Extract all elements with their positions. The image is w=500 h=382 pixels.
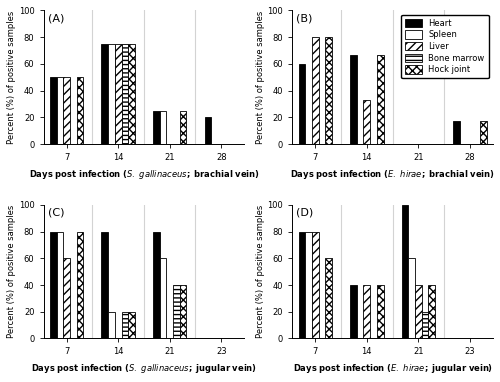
X-axis label: $\bf{Days\ post\ infection\ (}$$\it{S.\ gallinaceus}$$\bf{;\ jugular\ vein)}$: $\bf{Days\ post\ infection\ (}$$\it{S.\ … xyxy=(31,362,257,375)
X-axis label: $\bf{Days\ post\ infection\ (}$$\it{E.\ hirae}$$\bf{;\ jugular\ vein)}$: $\bf{Days\ post\ infection\ (}$$\it{E.\ … xyxy=(292,362,492,375)
Bar xyxy=(364,285,370,338)
Bar xyxy=(64,77,70,144)
Bar xyxy=(108,312,115,338)
Bar xyxy=(312,231,318,338)
Bar xyxy=(422,312,428,338)
Bar xyxy=(56,77,64,144)
Bar xyxy=(408,258,415,338)
Bar xyxy=(153,111,160,144)
Bar xyxy=(160,111,166,144)
Bar xyxy=(180,111,186,144)
Bar xyxy=(204,117,211,144)
Bar xyxy=(298,64,305,144)
Bar xyxy=(160,258,166,338)
Bar xyxy=(102,44,108,144)
Y-axis label: Percent (%) of positive samples: Percent (%) of positive samples xyxy=(256,11,264,144)
Bar xyxy=(128,312,135,338)
Bar xyxy=(180,285,186,338)
Text: (D): (D) xyxy=(296,207,314,218)
Bar xyxy=(50,231,56,338)
Bar xyxy=(350,55,357,144)
Bar xyxy=(428,285,435,338)
Bar xyxy=(115,44,121,144)
Bar xyxy=(402,205,408,338)
Text: (B): (B) xyxy=(296,13,312,23)
Y-axis label: Percent (%) of positive samples: Percent (%) of positive samples xyxy=(7,205,16,338)
Bar xyxy=(173,285,180,338)
Bar xyxy=(76,77,84,144)
Bar xyxy=(50,77,56,144)
Bar xyxy=(305,231,312,338)
Bar xyxy=(108,44,115,144)
Bar xyxy=(56,231,64,338)
Bar xyxy=(377,55,384,144)
X-axis label: $\bf{Days\ post\ infection\ (}$$\it{E.\ hirae}$$\bf{;\ brachial\ vein)}$: $\bf{Days\ post\ infection\ (}$$\it{E.\ … xyxy=(290,168,495,181)
Y-axis label: Percent (%) of positive samples: Percent (%) of positive samples xyxy=(256,205,264,338)
Bar xyxy=(64,258,70,338)
Bar xyxy=(122,44,128,144)
Bar xyxy=(312,37,318,144)
X-axis label: $\bf{Days\ post\ infection\ (}$$\it{S.\ gallinaceus}$$\bf{;\ brachial\ vein)}$: $\bf{Days\ post\ infection\ (}$$\it{S.\ … xyxy=(28,168,260,181)
Bar xyxy=(326,258,332,338)
Text: (C): (C) xyxy=(48,207,64,218)
Y-axis label: Percent (%) of positive samples: Percent (%) of positive samples xyxy=(7,11,16,144)
Legend: Heart, Spleen, Liver, Bone marrow, Hock joint: Heart, Spleen, Liver, Bone marrow, Hock … xyxy=(401,15,489,78)
Bar xyxy=(480,121,486,144)
Bar xyxy=(122,312,128,338)
Bar xyxy=(102,231,108,338)
Bar xyxy=(76,231,84,338)
Bar xyxy=(326,37,332,144)
Text: (A): (A) xyxy=(48,13,64,23)
Bar xyxy=(453,121,460,144)
Bar xyxy=(153,231,160,338)
Bar xyxy=(350,285,357,338)
Bar xyxy=(128,44,135,144)
Bar xyxy=(415,285,422,338)
Bar xyxy=(377,285,384,338)
Bar xyxy=(298,231,305,338)
Bar xyxy=(364,100,370,144)
